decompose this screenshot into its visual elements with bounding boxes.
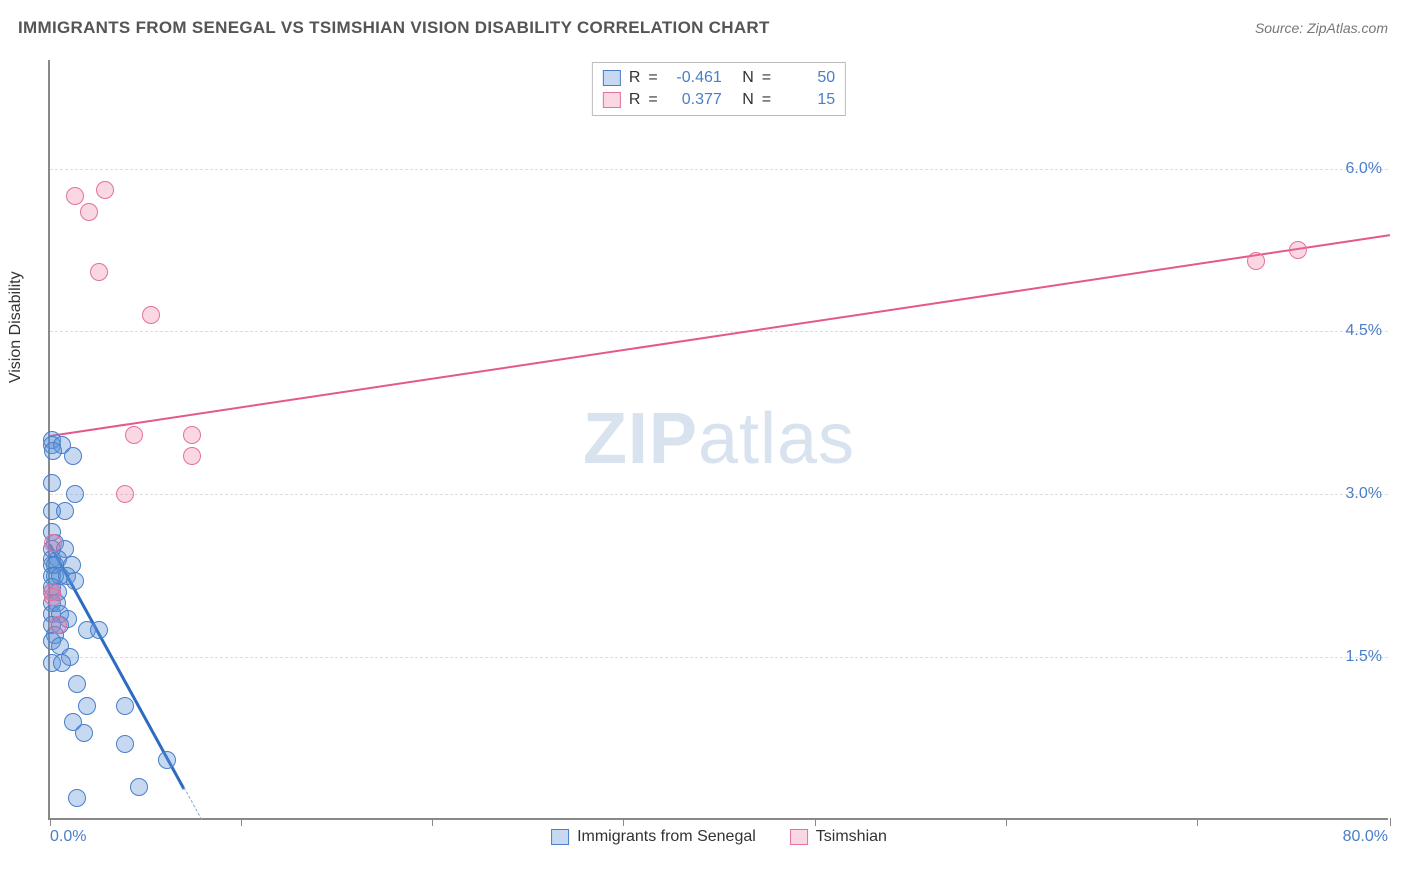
source-label: Source: ZipAtlas.com — [1255, 20, 1388, 36]
legend-item-b: Tsimshian — [790, 828, 887, 846]
n-label-a: N — [742, 67, 754, 89]
scatter-point-a — [78, 697, 96, 715]
watermark: ZIPatlas — [583, 398, 855, 480]
swatch-series-a — [603, 70, 621, 86]
x-tick — [1390, 818, 1391, 826]
scatter-point-b — [142, 306, 160, 324]
x-tick — [241, 818, 242, 826]
equals: = — [762, 89, 771, 111]
series-a-name: Immigrants from Senegal — [577, 828, 756, 846]
scatter-point-b — [125, 426, 143, 444]
scatter-point-b — [44, 588, 62, 606]
gridline-h — [50, 169, 1388, 170]
scatter-point-a — [158, 751, 176, 769]
scatter-point-a — [130, 778, 148, 796]
scatter-point-a — [116, 735, 134, 753]
y-tick-label: 4.5% — [1346, 322, 1390, 340]
scatter-point-a — [90, 621, 108, 639]
scatter-point-a — [116, 697, 134, 715]
swatch-series-b-bottom — [790, 829, 808, 845]
n-label-b: N — [742, 89, 754, 111]
x-tick — [432, 818, 433, 826]
title-bar: IMMIGRANTS FROM SENEGAL VS TSIMSHIAN VIS… — [18, 18, 1388, 38]
scatter-point-b — [44, 534, 62, 552]
y-tick-label: 1.5% — [1346, 648, 1390, 666]
trend-line — [50, 234, 1390, 437]
scatter-point-b — [1289, 241, 1307, 259]
scatter-point-b — [49, 616, 67, 634]
series-b-name: Tsimshian — [816, 828, 887, 846]
scatter-point-a — [75, 724, 93, 742]
scatter-point-b — [1247, 252, 1265, 270]
scatter-point-a — [68, 789, 86, 807]
n-value-a: 50 — [779, 67, 835, 89]
r-label-b: R — [629, 89, 641, 111]
equals: = — [648, 67, 657, 89]
r-value-a: -0.461 — [666, 67, 722, 89]
x-axis-min-label: 0.0% — [50, 828, 86, 846]
plot-area: ZIPatlas R = -0.461 N = 50 R = 0.377 N =… — [48, 60, 1388, 820]
scatter-point-b — [90, 263, 108, 281]
scatter-point-b — [183, 426, 201, 444]
x-tick — [623, 818, 624, 826]
scatter-point-b — [96, 181, 114, 199]
swatch-series-a-bottom — [551, 829, 569, 845]
watermark-zip: ZIP — [583, 399, 698, 479]
watermark-atlas: atlas — [698, 399, 855, 479]
y-tick-label: 6.0% — [1346, 160, 1390, 178]
y-tick-label: 3.0% — [1346, 485, 1390, 503]
legend-stats-row-b: R = 0.377 N = 15 — [603, 89, 835, 111]
gridline-h — [50, 494, 1388, 495]
scatter-point-b — [66, 187, 84, 205]
n-value-b: 15 — [779, 89, 835, 111]
chart-title: IMMIGRANTS FROM SENEGAL VS TSIMSHIAN VIS… — [18, 18, 770, 38]
scatter-point-a — [64, 447, 82, 465]
legend-stats: R = -0.461 N = 50 R = 0.377 N = 15 — [592, 62, 846, 116]
scatter-point-a — [66, 572, 84, 590]
x-tick — [815, 818, 816, 826]
scatter-point-a — [56, 502, 74, 520]
legend-stats-row-a: R = -0.461 N = 50 — [603, 67, 835, 89]
scatter-point-b — [80, 203, 98, 221]
swatch-series-b — [603, 92, 621, 108]
equals: = — [762, 67, 771, 89]
scatter-point-a — [44, 442, 62, 460]
scatter-point-b — [183, 447, 201, 465]
y-axis-title: Vision Disability — [7, 271, 25, 383]
gridline-h — [50, 331, 1388, 332]
legend-bottom: Immigrants from Senegal Tsimshian — [551, 828, 887, 846]
x-tick — [1006, 818, 1007, 826]
x-tick — [50, 818, 51, 826]
r-label-a: R — [629, 67, 641, 89]
equals: = — [648, 89, 657, 111]
scatter-point-a — [68, 675, 86, 693]
scatter-point-a — [66, 485, 84, 503]
legend-item-a: Immigrants from Senegal — [551, 828, 756, 846]
r-value-b: 0.377 — [666, 89, 722, 111]
scatter-point-a — [43, 474, 61, 492]
gridline-h — [50, 657, 1388, 658]
x-tick — [1197, 818, 1198, 826]
scatter-point-a — [53, 654, 71, 672]
x-axis-max-label: 80.0% — [1343, 828, 1388, 846]
scatter-point-b — [116, 485, 134, 503]
trend-line — [184, 788, 203, 821]
